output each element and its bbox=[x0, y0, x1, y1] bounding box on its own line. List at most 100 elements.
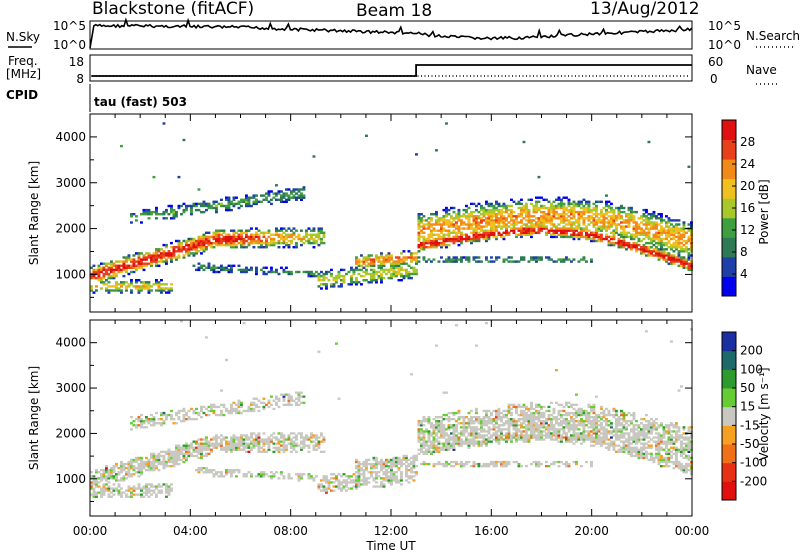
heatmap-cell bbox=[530, 219, 533, 222]
heatmap-cell bbox=[650, 223, 653, 226]
heatmap-cell bbox=[155, 411, 158, 415]
heatmap-cell bbox=[570, 221, 573, 224]
heatmap-cell bbox=[167, 460, 171, 464]
heatmap-cell bbox=[485, 424, 488, 427]
heatmap-cell bbox=[472, 235, 476, 239]
heatmap-cell bbox=[485, 200, 488, 203]
heatmap-cell bbox=[275, 241, 278, 245]
heatmap-cell bbox=[537, 229, 541, 232]
heatmap-cell bbox=[540, 405, 543, 409]
heatmap-cell bbox=[425, 442, 428, 445]
heatmap-cell bbox=[320, 432, 323, 435]
heatmap-cell bbox=[657, 239, 661, 243]
heatmap-cell bbox=[210, 206, 213, 210]
heatmap-cell bbox=[447, 208, 451, 212]
heatmap-cell bbox=[650, 252, 653, 255]
heatmap-cell bbox=[667, 235, 671, 239]
heatmap-cell bbox=[185, 448, 188, 451]
heatmap-cell bbox=[147, 208, 151, 212]
heatmap-cell bbox=[615, 217, 618, 220]
heatmap-cell bbox=[152, 256, 156, 259]
heatmap-cell bbox=[405, 270, 408, 274]
heatmap-cell bbox=[212, 202, 216, 206]
heatmap-cell bbox=[572, 231, 576, 234]
heatmap-cell bbox=[235, 442, 238, 445]
heatmap-cell bbox=[107, 487, 111, 490]
heatmap-cell bbox=[147, 420, 151, 423]
heatmap-cell bbox=[430, 442, 433, 445]
heatmap-cell bbox=[122, 264, 126, 267]
heatmap-cell bbox=[120, 260, 123, 263]
heatmap-cell bbox=[182, 413, 186, 417]
heatmap-cell bbox=[140, 420, 143, 423]
heatmap-cell bbox=[302, 186, 306, 189]
heatmap-cell bbox=[602, 223, 606, 226]
heatmap-cell bbox=[215, 206, 218, 210]
heatmap-cell bbox=[505, 217, 508, 220]
heatmap-cell bbox=[257, 241, 261, 245]
heatmap-cell bbox=[467, 426, 471, 429]
heatmap-cell bbox=[107, 272, 111, 276]
heatmap-cell bbox=[597, 239, 601, 243]
heatmap-cell bbox=[625, 243, 628, 247]
heatmap-cell bbox=[492, 418, 496, 421]
heatmap-cell bbox=[562, 221, 566, 224]
heatmap-cell bbox=[677, 223, 681, 226]
heatmap-cell bbox=[265, 266, 268, 269]
freq-label: Freq. bbox=[8, 54, 38, 68]
heatmap-cell bbox=[232, 409, 236, 413]
heatmap-cell bbox=[222, 237, 226, 241]
heatmap-cell bbox=[662, 229, 666, 232]
heatmap-cell bbox=[535, 208, 538, 212]
heatmap-cell bbox=[265, 239, 268, 243]
heatmap-cell bbox=[620, 221, 623, 224]
heatmap-cell bbox=[107, 493, 111, 496]
heatmap-cell bbox=[192, 254, 196, 257]
heatmap-cell bbox=[272, 436, 276, 439]
heatmap-cell bbox=[162, 411, 166, 415]
heatmap-cell bbox=[587, 206, 591, 210]
heatmap-cell bbox=[307, 438, 311, 441]
heatmap-cell bbox=[197, 241, 201, 245]
heatmap-cell bbox=[402, 262, 406, 265]
heatmap-cell bbox=[662, 243, 666, 247]
heatmap-cell bbox=[600, 213, 603, 216]
heatmap-cell bbox=[510, 229, 513, 232]
heatmap-cell bbox=[645, 235, 648, 239]
heatmap-cell bbox=[445, 434, 448, 437]
heatmap-cell bbox=[450, 460, 453, 464]
heatmap-cell bbox=[245, 475, 248, 478]
heatmap-cell bbox=[132, 213, 136, 216]
heatmap-cell bbox=[365, 279, 368, 282]
heatmap-cell bbox=[242, 442, 246, 445]
heatmap-cell bbox=[537, 465, 541, 468]
heatmap-cell bbox=[172, 458, 176, 462]
heatmap-cell bbox=[392, 460, 396, 464]
heatmap-cell bbox=[95, 276, 98, 280]
heatmap-cell bbox=[335, 479, 338, 482]
heatmap-cell bbox=[295, 235, 298, 239]
heatmap-cell bbox=[177, 206, 181, 210]
heatmap-cell bbox=[645, 227, 648, 230]
heatmap-cell bbox=[527, 227, 531, 230]
heatmap-cell bbox=[157, 485, 161, 488]
heatmap-cell bbox=[267, 442, 271, 445]
heatmap-cell bbox=[540, 229, 543, 232]
heatmap-cell bbox=[320, 239, 323, 243]
heatmap-cell bbox=[212, 268, 216, 272]
heatmap-cell bbox=[530, 407, 533, 411]
heatmap-cell bbox=[120, 493, 123, 496]
heatmap-cell bbox=[467, 258, 471, 261]
heatmap-cell bbox=[622, 227, 626, 230]
heatmap-cell bbox=[462, 418, 466, 421]
heatmap-cell bbox=[497, 256, 501, 259]
heatmap-cell bbox=[442, 208, 446, 212]
heatmap-cell bbox=[657, 254, 661, 257]
heatmap-cell bbox=[195, 241, 198, 245]
heatmap-cell bbox=[650, 246, 653, 249]
heatmap-cell bbox=[510, 227, 513, 230]
heatmap-cell bbox=[90, 483, 93, 486]
heatmap-cell bbox=[575, 229, 578, 232]
heatmap-cell bbox=[307, 444, 311, 447]
heatmap-cell bbox=[525, 424, 528, 427]
